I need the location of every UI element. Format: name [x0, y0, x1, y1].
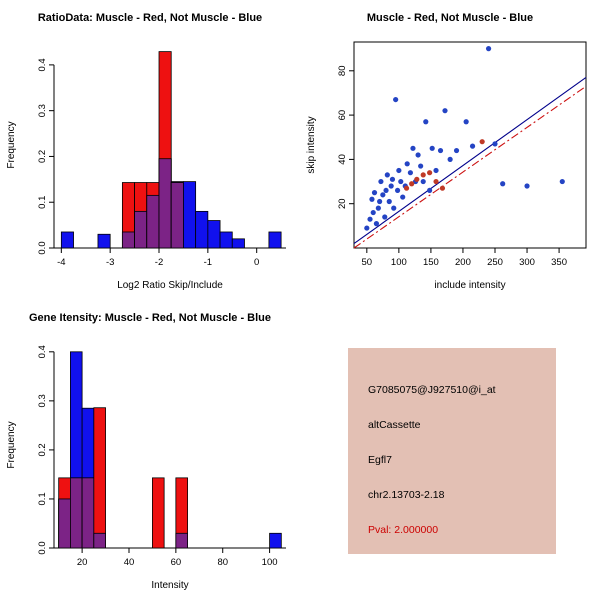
svg-text:80: 80	[337, 66, 348, 77]
svg-text:0.0: 0.0	[37, 541, 48, 554]
svg-text:250: 250	[487, 257, 503, 268]
svg-text:Log2 Ratio Skip/Include: Log2 Ratio Skip/Include	[117, 280, 223, 291]
svg-text:Frequency: Frequency	[6, 421, 17, 468]
svg-text:0.3: 0.3	[37, 394, 48, 407]
svg-text:80: 80	[217, 557, 228, 568]
gene-intensity-histogram-chart: Gene Itensity: Muscle - Red, Not Muscle …	[6, 312, 286, 591]
svg-text:350: 350	[551, 257, 567, 268]
svg-text:0.2: 0.2	[37, 443, 48, 456]
ratio-histogram-chart: RatioData: Muscle - Red, Not Muscle - Bl…	[6, 12, 286, 291]
svg-text:-3: -3	[106, 257, 114, 268]
svg-text:0: 0	[254, 257, 259, 268]
gene-name-text: Egfl7	[368, 454, 392, 466]
svg-text:0.1: 0.1	[37, 196, 48, 209]
svg-text:-2: -2	[155, 257, 163, 268]
svg-text:60: 60	[171, 557, 182, 568]
svg-text:0.4: 0.4	[37, 58, 48, 71]
svg-text:RatioData: Muscle - Red, Not M: RatioData: Muscle - Red, Not Muscle - Bl…	[38, 12, 262, 24]
svg-text:40: 40	[124, 557, 135, 568]
svg-text:0.3: 0.3	[37, 104, 48, 117]
svg-text:Gene Itensity: Muscle - Red, N: Gene Itensity: Muscle - Red, Not Muscle …	[29, 312, 271, 324]
svg-text:20: 20	[337, 198, 348, 209]
svg-text:100: 100	[391, 257, 407, 268]
svg-text:100: 100	[262, 557, 278, 568]
svg-text:150: 150	[423, 257, 439, 268]
pval-text: Pval: 2.000000	[368, 524, 439, 536]
location-text: chr2.13703-2.18	[368, 489, 445, 501]
svg-text:60: 60	[337, 110, 348, 121]
svg-text:Intensity: Intensity	[151, 580, 188, 591]
svg-text:Frequency: Frequency	[6, 121, 17, 168]
probe-id-text: G7085075@J927510@i_at	[368, 384, 496, 396]
svg-text:0.1: 0.1	[37, 492, 48, 505]
gene-info-panel: G7085075@J927510@i_at altCassette Egfl7 …	[300, 300, 600, 600]
svg-text:20: 20	[77, 557, 88, 568]
svg-text:200: 200	[455, 257, 471, 268]
svg-text:300: 300	[519, 257, 535, 268]
intensity-scatter-chart: Muscle - Red, Not Muscle - Blue 50 100 150 2…	[306, 12, 587, 291]
svg-text:0.2: 0.2	[37, 150, 48, 163]
svg-text:50: 50	[362, 257, 373, 268]
svg-text:40: 40	[337, 154, 348, 165]
gene-info-box: G7085075@J927510@i_at altCassette Egfl7 …	[348, 348, 556, 554]
svg-text:Muscle - Red, Not Muscle - Blu: Muscle - Red, Not Muscle - Blue	[367, 12, 533, 24]
svg-text:-1: -1	[204, 257, 212, 268]
svg-text:skip intensity: skip intensity	[306, 116, 317, 173]
svg-text:0.4: 0.4	[37, 345, 48, 358]
svg-text:include intensity: include intensity	[434, 280, 505, 291]
event-type-text: altCassette	[368, 419, 421, 431]
svg-text:-4: -4	[57, 257, 65, 268]
svg-text:0.0: 0.0	[37, 241, 48, 254]
